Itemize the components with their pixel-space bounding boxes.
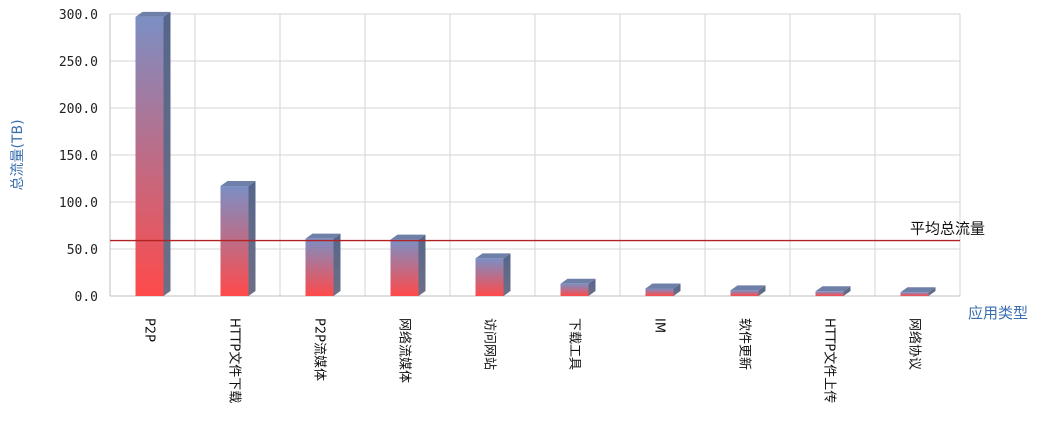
bar-side — [163, 11, 171, 296]
y-tick-label: 50.0 — [67, 243, 98, 258]
bar-front — [645, 288, 674, 296]
y-axis-title: 总流量(TB) — [10, 119, 26, 190]
bar-8 — [730, 285, 766, 296]
bar-4 — [390, 234, 426, 296]
bar-1 — [135, 11, 171, 296]
bar-front — [900, 292, 929, 296]
bar-2 — [220, 181, 256, 296]
average-line-label: 平均总流量 — [910, 220, 985, 238]
labels: 0.0 50.0 100.0 150.0 200.0 250.0 300.0 P2P HTTP文… — [10, 8, 1028, 403]
x-axis-title: 应用类型 — [968, 304, 1028, 322]
y-tick-label: 0.0 — [75, 290, 98, 305]
bar-side — [758, 285, 766, 296]
x-tick-label: HTTP文件上传 — [822, 318, 837, 403]
bar-side — [248, 181, 256, 296]
bar-5 — [475, 253, 511, 296]
bar-top — [815, 286, 851, 292]
y-tick-label: 100.0 — [59, 196, 98, 211]
bar-front — [730, 290, 759, 296]
reference-line-group: 平均总流量 — [110, 220, 985, 242]
bar-top — [560, 278, 596, 284]
x-tick-label: 下载工具 — [567, 318, 582, 370]
bar-front — [135, 16, 164, 296]
x-tick-label: 软件更新 — [737, 318, 753, 370]
bar-top — [135, 11, 171, 17]
bar-top — [390, 234, 426, 240]
bar-top — [305, 233, 341, 239]
x-tick-label: 网络协议 — [907, 318, 923, 370]
y-tick-label: 250.0 — [59, 55, 98, 70]
bar-7 — [645, 283, 681, 296]
bar-9 — [815, 286, 851, 296]
bar-side — [333, 233, 341, 296]
x-tick-label: 访问网站 — [482, 318, 497, 370]
bar-side — [588, 278, 596, 296]
grid — [109, 13, 961, 297]
bar-side — [928, 287, 936, 296]
bar-10 — [900, 287, 936, 296]
bar-front — [390, 239, 419, 296]
y-tick-label: 200.0 — [59, 102, 98, 117]
bar-3 — [305, 233, 341, 296]
bar-side — [843, 286, 851, 296]
bar-side — [503, 253, 511, 296]
x-tick-label: IM — [652, 318, 667, 333]
bar-side — [418, 234, 426, 296]
bar-top — [645, 283, 681, 289]
bar-top — [220, 181, 256, 187]
bar-side — [673, 283, 681, 296]
bar-front — [305, 238, 334, 296]
y-tick-label: 150.0 — [59, 149, 98, 164]
x-tick-label: P2P — [142, 318, 157, 342]
bar-6 — [560, 278, 596, 296]
bar-front — [560, 283, 589, 296]
x-tick-label: P2P流媒体 — [312, 318, 327, 381]
bar-front — [815, 291, 844, 296]
bar-top — [900, 287, 936, 293]
bar-top — [475, 253, 511, 259]
x-tick-label: HTTP文件下载 — [227, 318, 242, 403]
x-tick-label: 网络流媒体 — [397, 318, 413, 383]
y-tick-label: 300.0 — [59, 8, 98, 23]
bar-front — [475, 258, 504, 296]
bar-top — [730, 285, 766, 291]
